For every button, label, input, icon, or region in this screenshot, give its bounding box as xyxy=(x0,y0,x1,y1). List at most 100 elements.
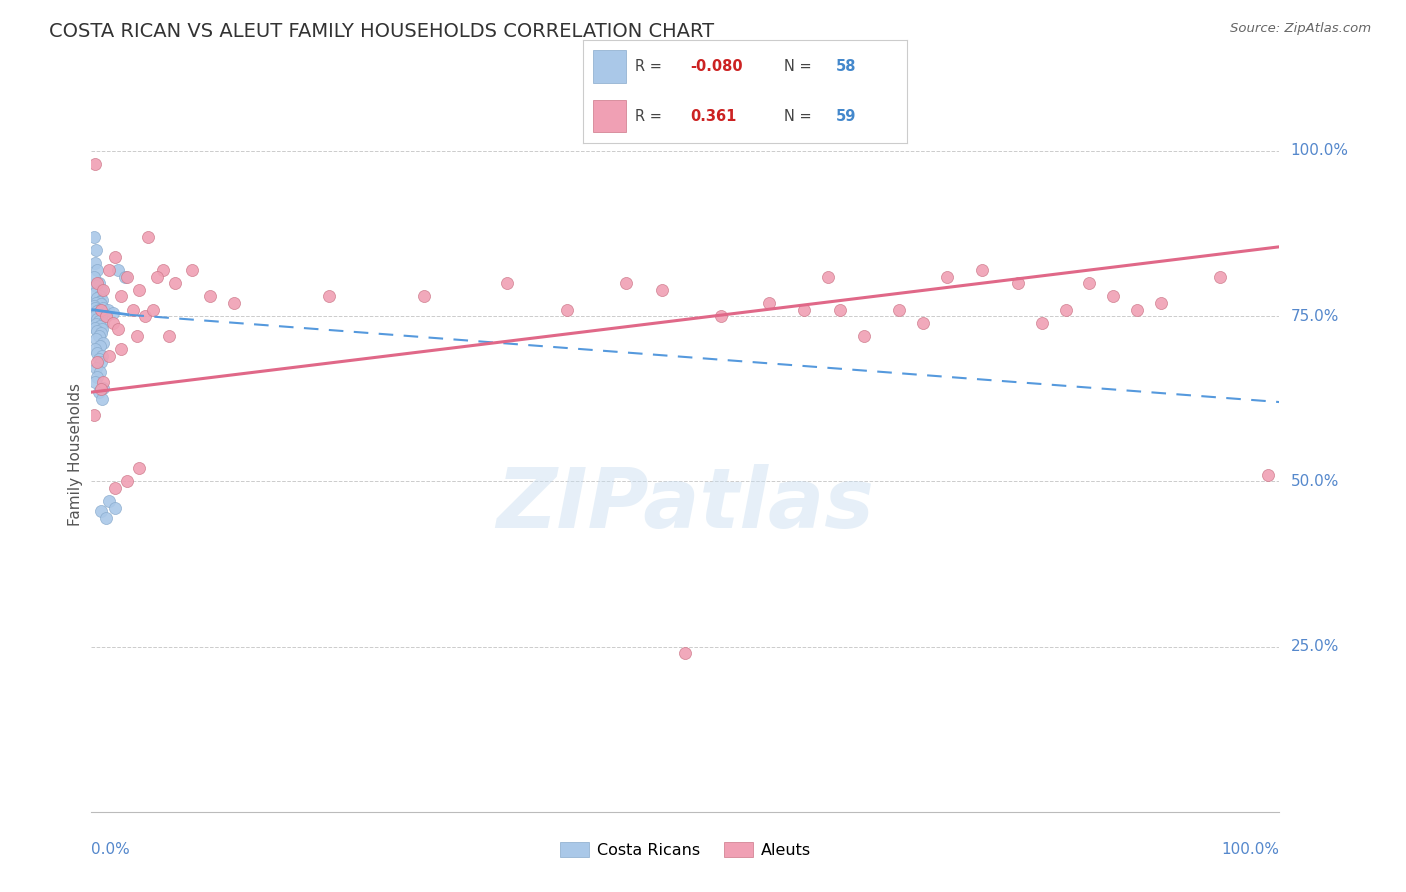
Point xyxy=(101,316,124,330)
Point xyxy=(89,339,111,353)
Point xyxy=(138,230,160,244)
Point xyxy=(1102,289,1125,303)
Point xyxy=(91,308,114,322)
Point xyxy=(157,329,180,343)
Point xyxy=(86,291,108,305)
Text: 75.0%: 75.0% xyxy=(1291,309,1339,324)
Point xyxy=(94,510,117,524)
Y-axis label: Family Households: Family Households xyxy=(67,384,83,526)
Point xyxy=(87,385,110,400)
Point xyxy=(91,380,114,394)
Text: N =: N = xyxy=(785,109,817,124)
Point xyxy=(86,355,108,369)
Point xyxy=(104,500,127,515)
Point xyxy=(104,250,127,264)
Point xyxy=(91,316,114,330)
Point xyxy=(90,504,112,518)
Point xyxy=(87,352,110,367)
Point xyxy=(91,349,114,363)
Bar xyxy=(593,100,626,132)
Point xyxy=(84,321,107,335)
Point xyxy=(1149,296,1171,310)
Point xyxy=(222,296,245,310)
Point xyxy=(1078,276,1101,290)
Point xyxy=(84,279,107,293)
Text: 58: 58 xyxy=(835,59,856,74)
Point xyxy=(84,342,107,356)
Point xyxy=(1126,302,1149,317)
Text: ZIPatlas: ZIPatlas xyxy=(496,465,875,545)
Point xyxy=(89,305,111,319)
Point xyxy=(94,309,117,323)
Point xyxy=(83,269,105,284)
Point xyxy=(114,269,136,284)
Point xyxy=(1054,302,1077,317)
Point xyxy=(98,263,121,277)
Point xyxy=(90,382,112,396)
Point xyxy=(97,302,120,317)
Point xyxy=(318,289,340,303)
Point xyxy=(91,335,114,350)
Point xyxy=(152,263,174,277)
Point xyxy=(84,256,107,270)
Point xyxy=(90,355,112,369)
Point xyxy=(1007,276,1029,290)
Point xyxy=(86,324,108,338)
Point xyxy=(181,263,204,277)
Point xyxy=(104,481,127,495)
Point xyxy=(107,322,129,336)
Point xyxy=(86,263,108,277)
Point xyxy=(84,301,107,316)
Point xyxy=(84,286,107,301)
Point xyxy=(758,296,780,310)
Point xyxy=(87,302,110,317)
Point xyxy=(84,306,107,320)
Point xyxy=(200,289,222,303)
Point xyxy=(555,302,578,317)
Point xyxy=(852,329,875,343)
Point xyxy=(793,302,815,317)
Point xyxy=(115,475,138,489)
Point xyxy=(110,289,132,303)
Text: 100.0%: 100.0% xyxy=(1222,842,1279,857)
Text: COSTA RICAN VS ALEUT FAMILY HOUSEHOLDS CORRELATION CHART: COSTA RICAN VS ALEUT FAMILY HOUSEHOLDS C… xyxy=(49,22,714,41)
Point xyxy=(107,263,129,277)
Point xyxy=(110,342,132,356)
Legend: Costa Ricans, Aleuts: Costa Ricans, Aleuts xyxy=(554,836,817,864)
Point xyxy=(1209,269,1232,284)
Text: -0.080: -0.080 xyxy=(690,59,742,74)
Point xyxy=(1031,316,1053,330)
Point xyxy=(84,157,107,171)
Point xyxy=(83,299,105,313)
Point xyxy=(84,317,107,331)
Point xyxy=(115,269,138,284)
Point xyxy=(122,302,145,317)
Point xyxy=(83,230,105,244)
Point xyxy=(84,332,107,346)
Point xyxy=(142,302,165,317)
Text: 25.0%: 25.0% xyxy=(1291,639,1339,654)
Point xyxy=(163,276,186,290)
Point xyxy=(673,646,696,660)
Point xyxy=(911,316,934,330)
Text: R =: R = xyxy=(636,109,666,124)
Point xyxy=(972,263,994,277)
Point xyxy=(90,302,112,317)
Point xyxy=(128,283,150,297)
Point xyxy=(614,276,637,290)
Point xyxy=(87,329,110,343)
Point xyxy=(84,243,107,257)
Point xyxy=(87,314,110,328)
Point xyxy=(83,409,105,423)
Bar xyxy=(593,50,626,83)
Text: 50.0%: 50.0% xyxy=(1291,474,1339,489)
Point xyxy=(128,461,150,475)
Point xyxy=(91,293,114,307)
Point xyxy=(84,296,107,310)
Point xyxy=(91,283,114,297)
Point xyxy=(98,494,121,508)
Point xyxy=(86,345,108,359)
Point xyxy=(413,289,436,303)
Point xyxy=(90,283,112,297)
Point xyxy=(91,376,114,390)
